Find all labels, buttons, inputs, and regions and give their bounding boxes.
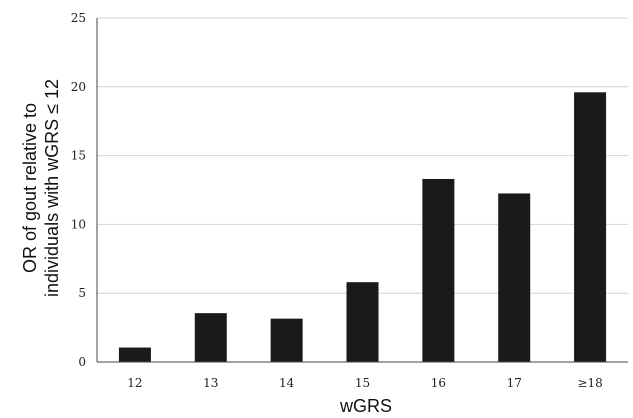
y-tick-label: 0 (78, 355, 86, 369)
y-tick-label: 5 (78, 286, 86, 300)
y-axis-title-line-1: OR of gout relative to (20, 103, 40, 273)
bar-13 (194, 313, 227, 362)
y-tick-label: 20 (71, 80, 86, 94)
x-tick-label: 15 (355, 376, 370, 390)
y-tick-label: 10 (71, 217, 86, 231)
y-axis-title-line-2: individuals with wGRS ≤ 12 (42, 79, 62, 297)
bar-≥18 (574, 92, 607, 362)
y-tick-label: 25 (71, 11, 86, 25)
x-axis-title: wGRS (339, 396, 392, 416)
bar-17 (498, 193, 531, 362)
x-tick-label: 17 (507, 376, 522, 390)
x-tick-label: ≥18 (577, 376, 602, 390)
x-tick-labels: 12 13 14 15 16 17 ≥18 (127, 376, 602, 390)
y-tick-labels: 0 5 10 15 20 25 (71, 11, 86, 369)
bar-16 (422, 178, 455, 362)
bars (118, 92, 607, 362)
y-tick-label: 15 (71, 149, 86, 163)
x-tick-label: 12 (127, 376, 142, 390)
x-tick-label: 13 (203, 376, 218, 390)
x-tick-label: 14 (279, 376, 295, 390)
bar-12 (118, 347, 151, 362)
x-tick-label: 16 (431, 376, 446, 390)
gridlines (97, 17, 628, 294)
bar-15 (346, 282, 379, 362)
bar-14 (270, 318, 303, 362)
